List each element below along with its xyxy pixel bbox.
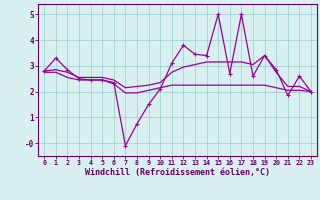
X-axis label: Windchill (Refroidissement éolien,°C): Windchill (Refroidissement éolien,°C): [85, 168, 270, 177]
